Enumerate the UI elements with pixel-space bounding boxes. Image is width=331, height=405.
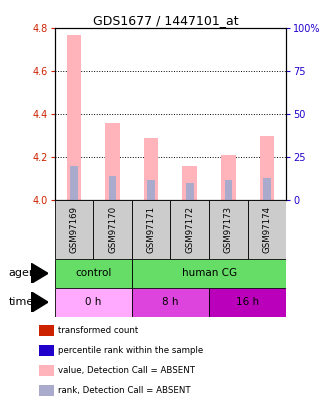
- Bar: [132, 200, 170, 259]
- Text: time: time: [8, 297, 33, 307]
- Bar: [55, 200, 93, 259]
- Bar: [109, 177, 117, 200]
- Bar: [55, 259, 132, 288]
- Bar: [170, 200, 209, 259]
- Polygon shape: [31, 264, 48, 284]
- Bar: [260, 136, 274, 200]
- Text: GSM97171: GSM97171: [147, 206, 156, 254]
- Text: human CG: human CG: [181, 269, 237, 278]
- Text: control: control: [75, 269, 112, 278]
- Text: GSM97174: GSM97174: [262, 206, 271, 254]
- Bar: [132, 259, 286, 288]
- Text: 16 h: 16 h: [236, 297, 259, 307]
- Bar: [209, 200, 248, 259]
- Bar: [39, 386, 54, 396]
- Bar: [39, 345, 54, 356]
- Bar: [144, 138, 159, 200]
- Bar: [39, 365, 54, 376]
- Bar: [105, 123, 120, 200]
- Bar: [67, 35, 81, 200]
- Text: GSM97173: GSM97173: [224, 206, 233, 254]
- Bar: [186, 183, 194, 200]
- Polygon shape: [31, 292, 48, 312]
- Text: GSM97170: GSM97170: [108, 206, 117, 254]
- Bar: [182, 166, 197, 200]
- Bar: [70, 166, 78, 200]
- Bar: [248, 200, 286, 259]
- Text: GDS1677 / 1447101_at: GDS1677 / 1447101_at: [93, 14, 238, 27]
- Bar: [263, 178, 271, 200]
- Bar: [132, 288, 209, 317]
- Text: 0 h: 0 h: [85, 297, 101, 307]
- Bar: [93, 200, 132, 259]
- Text: 8 h: 8 h: [162, 297, 179, 307]
- Bar: [147, 180, 155, 200]
- Text: GSM97169: GSM97169: [70, 206, 78, 254]
- Text: agent: agent: [8, 269, 41, 278]
- Text: GSM97172: GSM97172: [185, 206, 194, 254]
- Bar: [224, 180, 232, 200]
- Text: transformed count: transformed count: [58, 326, 138, 335]
- Bar: [221, 155, 236, 200]
- Text: value, Detection Call = ABSENT: value, Detection Call = ABSENT: [58, 367, 195, 375]
- Bar: [39, 325, 54, 336]
- Text: percentile rank within the sample: percentile rank within the sample: [58, 346, 203, 355]
- Text: rank, Detection Call = ABSENT: rank, Detection Call = ABSENT: [58, 386, 191, 395]
- Bar: [55, 288, 132, 317]
- Bar: [209, 288, 286, 317]
